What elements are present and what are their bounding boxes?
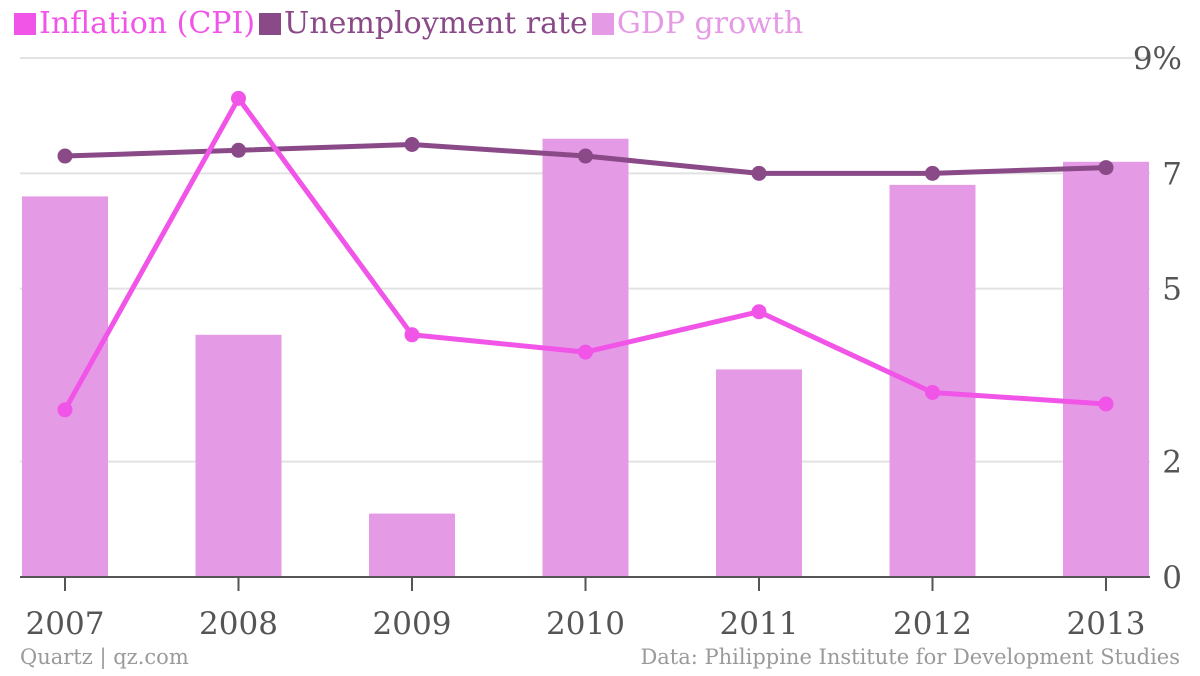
y-tick-label: 7 — [1162, 156, 1182, 192]
legend-item-gdp: GDP growth — [591, 2, 804, 46]
legend-swatch-unemployment — [259, 13, 282, 35]
legend-label-unemployment: Unemployment rate — [284, 6, 588, 41]
x-tick-label: 2007 — [26, 606, 105, 642]
point-unemployment-rate — [231, 142, 246, 158]
point-unemployment-rate — [751, 165, 767, 181]
x-tick-label: 2011 — [720, 606, 799, 642]
y-tick-label: 5 — [1162, 272, 1182, 308]
point-inflation-cpi — [751, 304, 767, 320]
legend: Inflation (CPI) Unemployment rate GDP gr… — [14, 2, 807, 46]
point-unemployment-rate — [578, 148, 593, 164]
bar-gdp-growth — [369, 513, 455, 577]
y-tick-label: 0 — [1162, 560, 1182, 596]
bar-gdp-growth — [195, 334, 282, 577]
point-inflation-cpi — [231, 90, 246, 106]
point-unemployment-rate — [404, 137, 420, 152]
point-unemployment-rate — [925, 165, 940, 181]
point-unemployment-rate — [1098, 160, 1114, 176]
point-unemployment-rate — [57, 148, 73, 164]
source-credit: Quartz | qz.com — [20, 645, 189, 669]
bar-gdp-growth — [22, 196, 108, 577]
x-tick-label: 2013 — [1067, 606, 1146, 642]
x-tick-label: 2010 — [546, 606, 625, 642]
point-inflation-cpi — [1098, 396, 1114, 412]
y-tick-label: 2 — [1162, 445, 1182, 481]
point-inflation-cpi — [404, 327, 420, 343]
legend-label-gdp: GDP growth — [616, 6, 804, 41]
data-source: Data: Philippine Institute for Developme… — [640, 645, 1180, 669]
legend-swatch-gdp — [591, 13, 614, 35]
point-inflation-cpi — [578, 344, 593, 360]
bar-gdp-growth — [716, 369, 802, 577]
legend-label-inflation: Inflation (CPI) — [39, 6, 256, 41]
x-tick-label: 2008 — [199, 606, 278, 642]
point-inflation-cpi — [57, 402, 73, 418]
legend-item-inflation: Inflation (CPI) — [14, 2, 255, 46]
legend-item-unemployment: Unemployment rate — [259, 2, 588, 46]
bar-gdp-growth — [1063, 161, 1149, 578]
y-tick-label: 9% — [1133, 41, 1182, 77]
point-inflation-cpi — [925, 384, 940, 400]
x-tick-label: 2009 — [373, 606, 452, 642]
legend-swatch-inflation — [14, 13, 36, 35]
x-tick-label: 2012 — [893, 606, 972, 642]
